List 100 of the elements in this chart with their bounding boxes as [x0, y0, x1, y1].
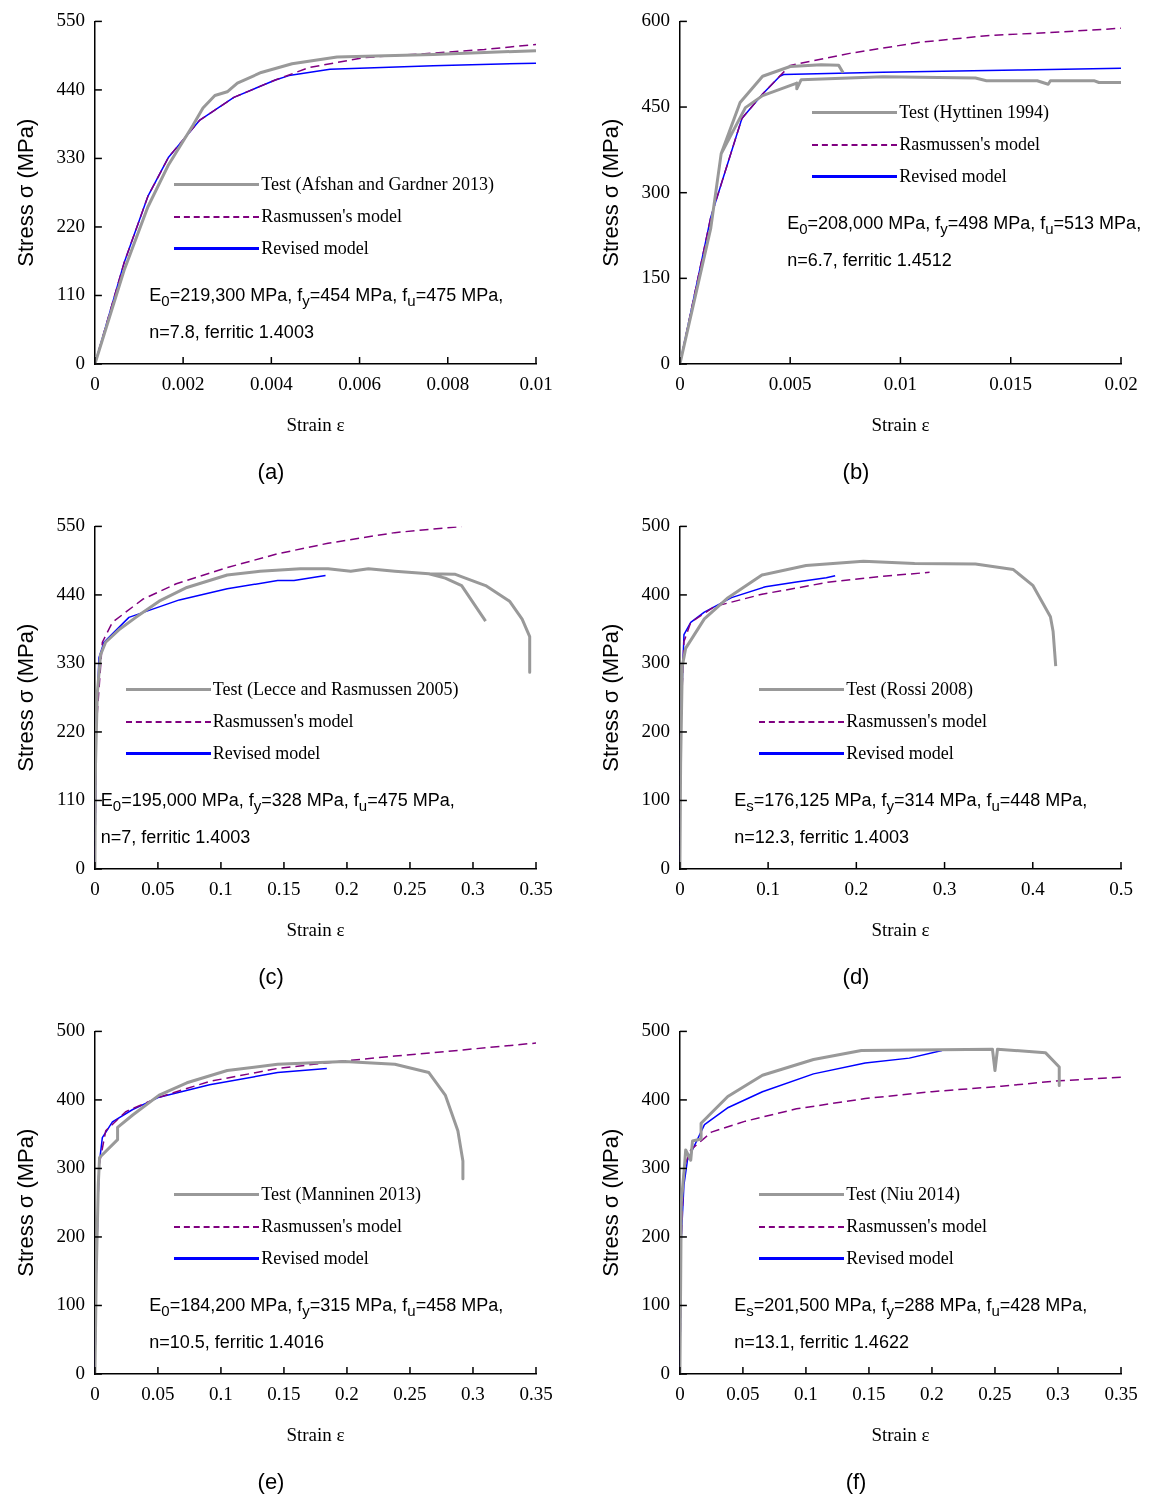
x-tick-label: 0.02 [1104, 373, 1138, 395]
text: (f) [845, 1468, 867, 1494]
y-tick-label: 500 [56, 1019, 85, 1041]
y-axis-title: Stress σ (MPa) [13, 1128, 39, 1277]
text: (c) [258, 963, 284, 989]
legend-label: Revised model [261, 1248, 369, 1270]
annotation: n=10.5, ferritic 1.4016 [149, 1331, 325, 1355]
legend-label: Test (Afshan and Gardner 2013) [261, 174, 494, 196]
x-tick-label: 0.002 [161, 373, 205, 395]
x-tick-label: 0.35 [519, 878, 553, 900]
x-axis-title: Strain ε [286, 1424, 345, 1446]
x-axis-title: Strain ε [871, 919, 930, 941]
x-tick-label: 0.3 [461, 878, 485, 900]
x-tick-label: 0.25 [393, 1383, 427, 1405]
y-tick-label: 150 [641, 266, 670, 288]
x-tick-label: 0.01 [883, 373, 918, 395]
x-tick-label: 0.35 [1104, 1383, 1138, 1405]
y-tick-label: 200 [641, 1224, 670, 1246]
y-tick-label: 0 [75, 1361, 85, 1383]
legend-label: Rasmussen's model [261, 1216, 403, 1238]
y-tick-label: 200 [56, 1224, 85, 1246]
legend-label: Rasmussen's model [846, 711, 988, 733]
y-tick-label: 330 [56, 651, 85, 673]
y-axis-title: Stress σ (MPa) [598, 623, 624, 772]
y-tick-label: 100 [641, 788, 670, 810]
x-tick-label: 0.1 [209, 1383, 233, 1405]
x-tick-label: 0.005 [768, 373, 812, 395]
y-tick-label: 400 [641, 582, 670, 604]
legend-label: Test (Hyttinen 1994) [899, 102, 1049, 124]
legend-label: Rasmussen's model [212, 711, 354, 733]
legend-label: Revised model [261, 238, 369, 260]
x-tick-label: 0.008 [426, 373, 470, 395]
x-tick-label: 0.15 [852, 1383, 886, 1405]
y-tick-label: 300 [641, 1156, 670, 1178]
x-axis-title: Strain ε [871, 414, 930, 436]
x-tick-label: 0.5 [1109, 878, 1133, 900]
y-tick-label: 330 [56, 146, 85, 168]
y-tick-label: 0 [75, 351, 85, 373]
x-tick-label: 0.35 [519, 1383, 553, 1405]
annotation: n=7.8, ferritic 1.4003 [149, 321, 315, 345]
x-tick-label: 0.4 [1020, 878, 1046, 900]
x-tick-label: 0.15 [267, 878, 301, 900]
x-axis-title: Strain ε [286, 414, 345, 436]
y-tick-label: 0 [660, 1361, 670, 1383]
x-tick-label: 0.2 [920, 1383, 944, 1405]
y-tick-label: 500 [641, 514, 670, 536]
y-tick-label: 400 [56, 1087, 85, 1109]
x-tick-label: 0.006 [338, 373, 381, 395]
annotation: E$_{0}$=219,300 MPa, f$_{y}$=454 MPa, f$_{u}$=475 MPa, [149, 283, 504, 311]
x-tick-label: 0.05 [141, 878, 175, 900]
annotation: n=6.7, ferritic 1.4512 [787, 249, 953, 273]
text: (e) [257, 1468, 285, 1494]
x-tick-label: 0.3 [932, 878, 957, 900]
x-tick-label: 0.2 [844, 878, 869, 900]
legend-label: Revised model [212, 743, 321, 765]
legend-label: Rasmussen's model [261, 206, 403, 228]
annotation: E$_{0}$=184,200 MPa, f$_{y}$=315 MPa, f$_{u}$=458 MPa, [149, 1293, 504, 1321]
x-tick-label: 0.05 [141, 1383, 175, 1405]
x-tick-label: 0.2 [335, 878, 359, 900]
y-axis-title: Stress σ (MPa) [598, 118, 624, 267]
x-tick-label: 0.15 [267, 1383, 301, 1405]
y-axis-title: Stress σ (MPa) [13, 623, 39, 772]
text: (d) [842, 963, 870, 989]
x-tick-label: 0 [90, 878, 100, 900]
x-tick-label: 0.004 [249, 373, 294, 395]
y-tick-label: 300 [641, 651, 670, 673]
x-tick-label: 0.25 [978, 1383, 1012, 1405]
annotation: n=7, ferritic 1.4003 [100, 826, 252, 850]
x-axis-title: Strain ε [286, 919, 345, 941]
y-tick-label: 100 [56, 1293, 85, 1315]
annotation: E$_{s}$=176,125 MPa, f$_{y}$=314 MPa, f$_{u}$=448 MPa, [734, 788, 1088, 816]
x-tick-label: 0.3 [461, 1383, 485, 1405]
y-tick-label: 300 [56, 1156, 85, 1178]
text: (a) [257, 458, 285, 484]
x-tick-label: 0.1 [794, 1383, 818, 1405]
annotation: E$_{0}$=208,000 MPa, f$_{y}$=498 MPa, f$_{u}$=513 MPa, [787, 211, 1142, 239]
legend-label: Revised model [899, 166, 1007, 188]
annotation: n=12.3, ferritic 1.4003 [734, 826, 910, 850]
x-tick-label: 0.3 [1046, 1383, 1070, 1405]
y-tick-label: 0 [75, 856, 85, 878]
y-axis-title: Stress σ (MPa) [598, 1128, 624, 1277]
legend-label: Revised model [846, 743, 954, 765]
y-tick-label: 0 [660, 351, 670, 373]
annotation: n=13.1, ferritic 1.4622 [734, 1331, 910, 1355]
legend-label: Rasmussen's model [846, 1216, 988, 1238]
y-tick-label: 440 [56, 582, 85, 604]
y-tick-label: 100 [641, 1293, 670, 1315]
text: (b) [842, 458, 870, 484]
y-tick-label: 400 [641, 1087, 670, 1109]
x-tick-label: 0.015 [989, 373, 1033, 395]
x-tick-label: 0.01 [519, 373, 553, 395]
x-tick-label: 0 [90, 1383, 100, 1405]
x-axis-title: Strain ε [871, 1424, 930, 1446]
x-tick-label: 0 [90, 373, 100, 395]
y-tick-label: 450 [641, 95, 670, 117]
x-tick-label: 0 [675, 878, 685, 900]
legend-label: Test (Lecce and Rasmussen 2005) [212, 679, 459, 701]
x-tick-label: 0.2 [335, 1383, 359, 1405]
y-axis-title: Stress σ (MPa) [13, 118, 39, 267]
y-tick-label: 440 [56, 77, 85, 99]
